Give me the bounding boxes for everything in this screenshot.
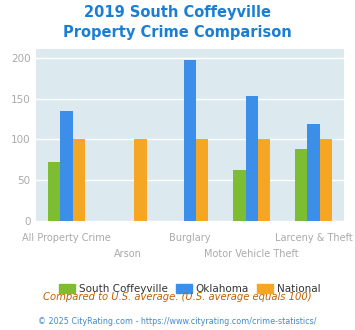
Bar [258,139,270,221]
Bar [134,139,147,221]
Bar [48,162,60,221]
Bar [184,60,196,221]
Bar [320,139,332,221]
Text: Arson: Arson [114,248,142,259]
Bar [233,170,246,221]
Text: Compared to U.S. average. (U.S. average equals 100): Compared to U.S. average. (U.S. average … [43,292,312,302]
Text: Motor Vehicle Theft: Motor Vehicle Theft [204,248,299,259]
Text: Larceny & Theft: Larceny & Theft [274,233,353,243]
Legend: South Coffeyville, Oklahoma, National: South Coffeyville, Oklahoma, National [55,280,325,298]
Bar [60,111,72,221]
Text: 2019 South Coffeyville: 2019 South Coffeyville [84,5,271,20]
Text: All Property Crime: All Property Crime [22,233,111,243]
Bar [246,96,258,221]
Bar [295,149,307,221]
Text: © 2025 CityRating.com - https://www.cityrating.com/crime-statistics/: © 2025 CityRating.com - https://www.city… [38,317,317,326]
Text: Property Crime Comparison: Property Crime Comparison [63,25,292,40]
Bar [196,139,208,221]
Bar [72,139,85,221]
Text: Burglary: Burglary [169,233,211,243]
Bar [307,124,320,221]
